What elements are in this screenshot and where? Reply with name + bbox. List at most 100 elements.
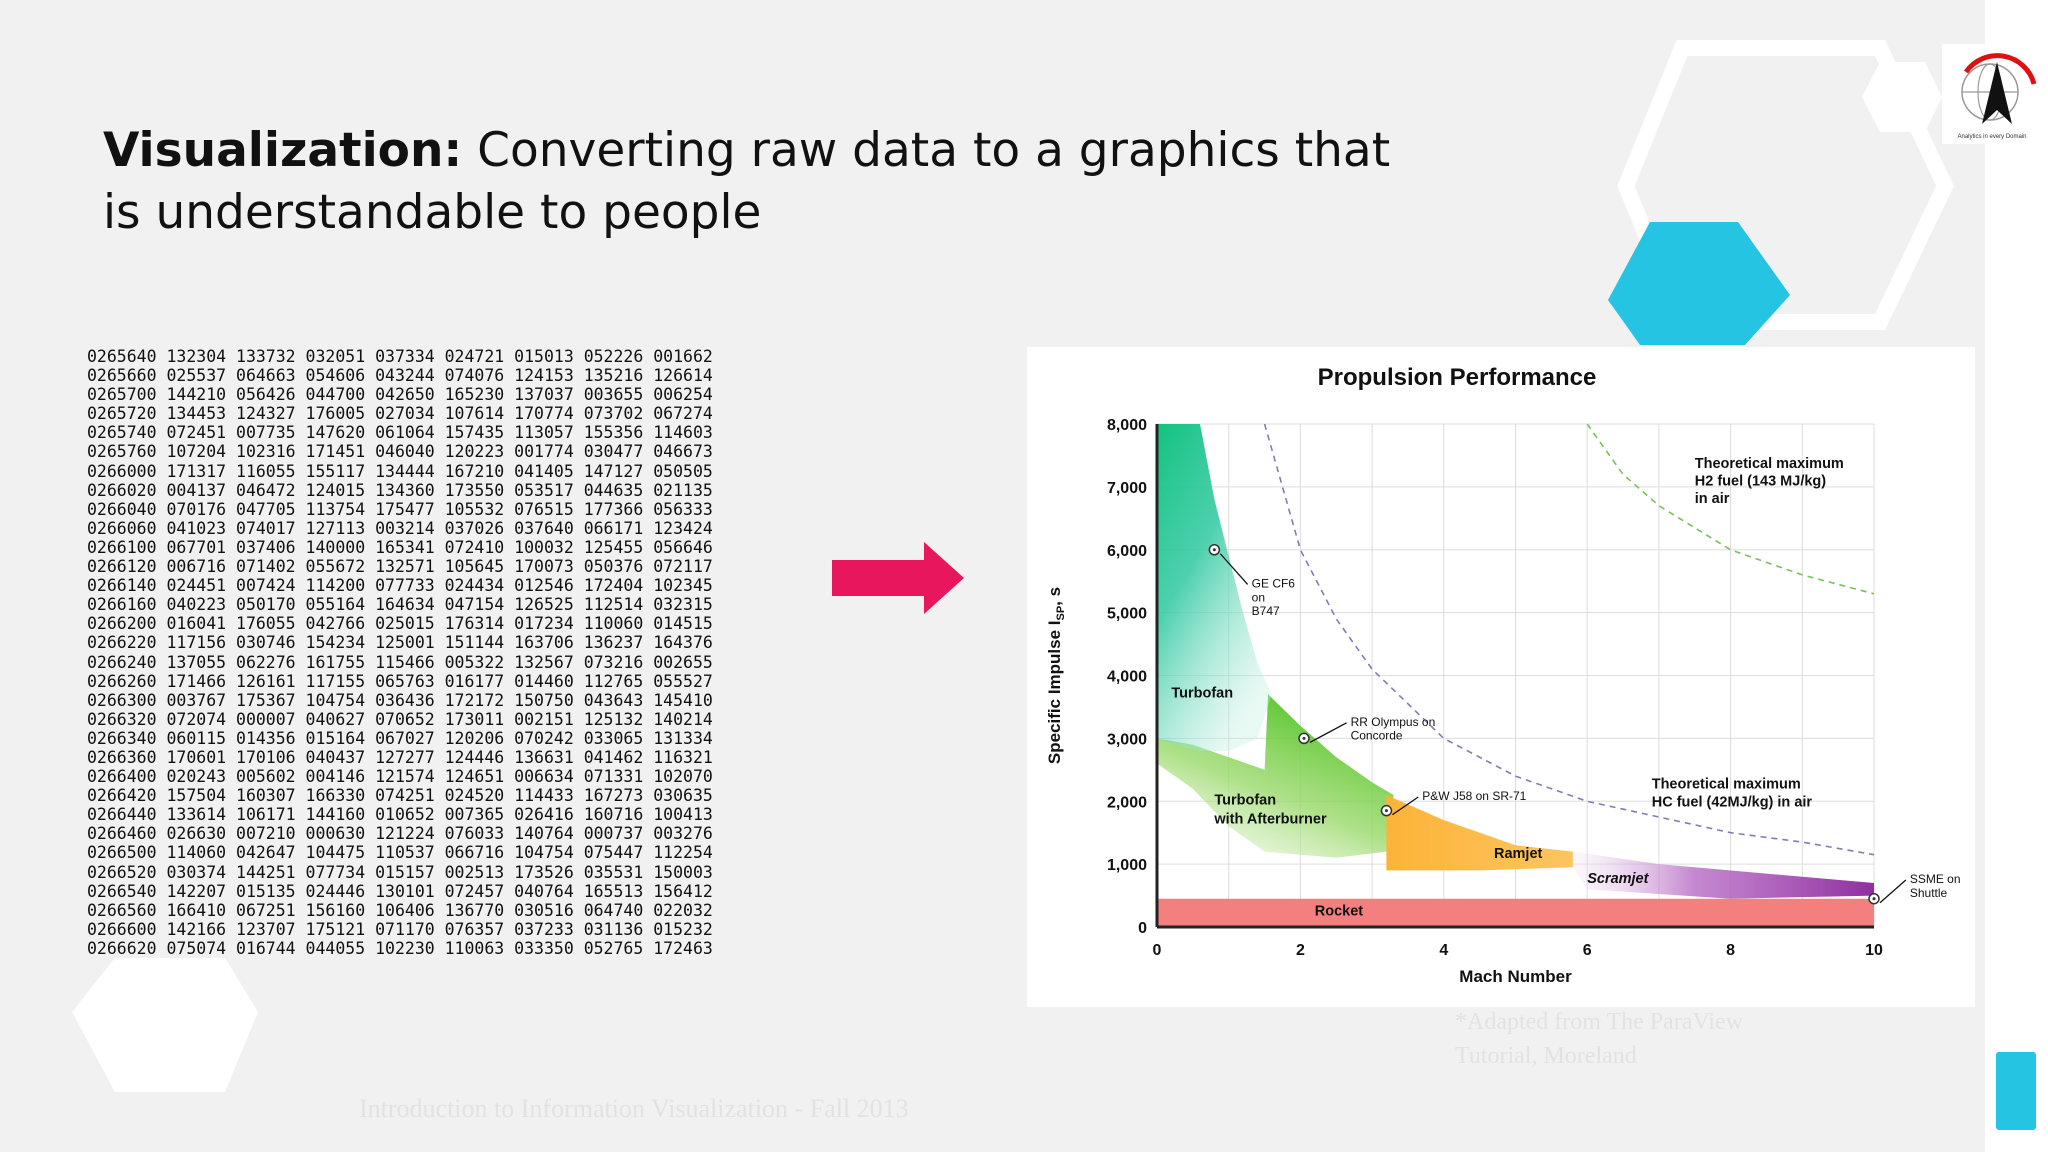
engine-label: Concorde bbox=[1351, 729, 1403, 743]
engine-label: SSME on bbox=[1910, 872, 1961, 886]
x-tick-label: 2 bbox=[1296, 942, 1305, 959]
right-margin-strip bbox=[1985, 0, 2048, 1152]
y-axis-label: Specific Impulse ISP, s bbox=[1045, 587, 1067, 764]
raw-data-line: 0265760 107204 102316 171451 046040 1202… bbox=[87, 442, 713, 462]
raw-data-line: 0266260 171466 126161 117155 065763 0161… bbox=[87, 671, 713, 691]
raw-data-line: 0266040 070176 047705 113754 175477 1055… bbox=[87, 499, 713, 519]
engine-label: GE CF6 bbox=[1252, 576, 1296, 590]
engine-label: B747 bbox=[1252, 604, 1280, 618]
region-label: with Afterburner bbox=[1213, 811, 1327, 827]
raw-data-line: 0266000 171317 116055 155117 134444 1672… bbox=[87, 461, 713, 481]
raw-data-dump: 0265640 132304 133732 032051 037334 0247… bbox=[87, 347, 713, 958]
x-tick-label: 10 bbox=[1865, 942, 1883, 959]
slide-title: Visualization: Converting raw data to a … bbox=[103, 120, 1403, 244]
raw-data-line: 0266360 170601 170106 040437 127277 1244… bbox=[87, 747, 713, 767]
raw-data-line: 0266460 026630 007210 000630 121224 0760… bbox=[87, 824, 713, 844]
raw-data-line: 0265740 072451 007735 147620 061064 1574… bbox=[87, 423, 713, 443]
engine-marker-dot bbox=[1872, 897, 1876, 901]
raw-data-line: 0266560 166410 067251 156160 106406 1367… bbox=[87, 900, 713, 920]
y-tick-label: 8,000 bbox=[1107, 417, 1147, 434]
region-label: Theoretical maximum bbox=[1695, 456, 1844, 472]
engine-label: Shuttle bbox=[1910, 886, 1948, 900]
chart-svg: 0 1,000 2,000 3,000 4,000 5,000 6,000 7,000 8,00… bbox=[1045, 364, 1961, 986]
slide-footer: Introduction to Information Visualizatio… bbox=[359, 1094, 909, 1123]
region-label: H2 fuel (143 MJ/kg) bbox=[1695, 474, 1827, 490]
raw-data-line: 0266620 075074 016744 044055 102230 1100… bbox=[87, 938, 713, 958]
region-label: Scramjet bbox=[1587, 871, 1649, 887]
x-tick-label: 8 bbox=[1726, 942, 1735, 959]
y-tick-label: 5,000 bbox=[1107, 606, 1147, 623]
curve-theoretical-max-2 bbox=[1263, 423, 1875, 856]
engine-label: on bbox=[1252, 590, 1265, 604]
slide-title-rest: Converting raw data to a graphics that i… bbox=[103, 123, 1391, 240]
engine-leader-line bbox=[1392, 796, 1419, 816]
raw-data-line: 0265700 144210 056426 044700 042650 1652… bbox=[87, 385, 713, 405]
engine-label: RR Olympus on bbox=[1351, 715, 1436, 729]
white-hexagon-outline bbox=[1617, 40, 1954, 330]
raw-data-line: 0266240 137055 062276 161755 115466 0053… bbox=[87, 652, 713, 672]
raw-data-line: 0265720 134453 124327 176005 027034 1076… bbox=[87, 404, 713, 424]
raw-data-line: 0266400 020243 005602 004146 121574 1246… bbox=[87, 767, 713, 787]
raw-data-line: 0266120 006716 071402 055672 132571 1056… bbox=[87, 557, 713, 577]
raw-data-line: 0266140 024451 007424 114200 077733 0244… bbox=[87, 576, 713, 596]
y-tick-label: 3,000 bbox=[1107, 731, 1147, 748]
region-label: Ramjet bbox=[1494, 846, 1543, 862]
engine-leader-line bbox=[1879, 879, 1907, 904]
raw-data-line: 0266100 067701 037406 140000 165341 0724… bbox=[87, 537, 713, 557]
region-scramjet bbox=[1572, 851, 1874, 899]
raw-data-line: 0266160 040223 050170 055164 164634 0471… bbox=[87, 595, 713, 615]
engine-marker-dot bbox=[1384, 809, 1388, 813]
raw-data-line: 0265660 025537 064663 054606 043244 0740… bbox=[87, 366, 713, 386]
engine-marker-dot bbox=[1302, 736, 1306, 740]
engine-leader-line bbox=[1309, 722, 1347, 743]
right-arrow-icon bbox=[832, 542, 964, 614]
y-tick-label: 0 bbox=[1138, 920, 1147, 937]
white-hexagon-small bbox=[1862, 62, 1942, 132]
logo-globe-icon: Analytics in every Domain bbox=[1942, 44, 2042, 144]
logo-caption: Analytics in every Domain bbox=[1957, 134, 2026, 140]
raw-data-line: 0266020 004137 046472 124015 134360 1735… bbox=[87, 480, 713, 500]
region-rocket bbox=[1157, 898, 1874, 927]
engine-marker-dot bbox=[1212, 548, 1216, 552]
y-tick-label: 2,000 bbox=[1107, 794, 1147, 811]
y-tick-label: 4,000 bbox=[1107, 669, 1147, 686]
raw-data-line: 0266540 142207 015135 024446 130101 0724… bbox=[87, 881, 713, 901]
raw-data-line: 0266220 117156 030746 154234 125001 1511… bbox=[87, 633, 713, 653]
propulsion-chart: 0 1,000 2,000 3,000 4,000 5,000 6,000 7,000 8,00… bbox=[1027, 347, 1975, 1007]
region-ramjet bbox=[1386, 795, 1573, 871]
x-tick-label: 4 bbox=[1439, 942, 1448, 959]
slide-accent-tab bbox=[1996, 1052, 2036, 1130]
engine-label: P&W J58 on SR-71 bbox=[1422, 789, 1526, 803]
region-label: in air bbox=[1695, 491, 1730, 507]
raw-data-line: 0266420 157504 160307 166330 074251 0245… bbox=[87, 786, 713, 806]
y-tick-label: 7,000 bbox=[1107, 480, 1147, 497]
region-label: HC fuel (42MJ/kg) in air bbox=[1652, 794, 1813, 810]
region-label: Turbofan bbox=[1214, 792, 1276, 808]
x-axis-label: Mach Number bbox=[1459, 967, 1572, 986]
raw-data-line: 0266300 003767 175367 104754 036436 1721… bbox=[87, 690, 713, 710]
raw-data-line: 0265640 132304 133732 032051 037334 0247… bbox=[87, 347, 713, 366]
y-axis-label-unit: , s bbox=[1045, 587, 1064, 606]
raw-data-line: 0266340 060115 014356 015164 067027 1202… bbox=[87, 728, 713, 748]
cyan-hexagon bbox=[1608, 222, 1790, 345]
x-tick-label: 6 bbox=[1583, 942, 1592, 959]
raw-data-line: 0266500 114060 042647 104475 110537 0667… bbox=[87, 843, 713, 863]
region-turbofan-with-afterburner bbox=[1157, 694, 1394, 858]
region-label: Rocket bbox=[1315, 904, 1364, 920]
x-tick-label: 0 bbox=[1153, 942, 1162, 959]
region-label: Theoretical maximum bbox=[1652, 777, 1801, 793]
region-turbofan bbox=[1157, 424, 1272, 751]
footnote: *Adapted from The ParaView Tutorial, Mor… bbox=[1455, 1009, 1744, 1069]
raw-data-line: 0266320 072074 000007 040627 070652 1730… bbox=[87, 709, 713, 729]
raw-data-line: 0266600 142166 123707 175121 071170 0763… bbox=[87, 919, 713, 939]
y-tick-label: 6,000 bbox=[1107, 543, 1147, 560]
y-axis-label-sub: SP bbox=[1055, 606, 1067, 621]
engine-leader-line bbox=[1219, 553, 1249, 585]
y-tick-label: 1,000 bbox=[1107, 857, 1147, 874]
white-hexagon-bottom-left bbox=[72, 958, 258, 1092]
chart-title: Propulsion Performance bbox=[1318, 364, 1597, 391]
slide-title-bold: Visualization: bbox=[103, 123, 463, 178]
raw-data-line: 0266200 016041 176055 042766 025015 1763… bbox=[87, 614, 713, 634]
raw-data-line: 0266060 041023 074017 127113 003214 0370… bbox=[87, 518, 713, 538]
